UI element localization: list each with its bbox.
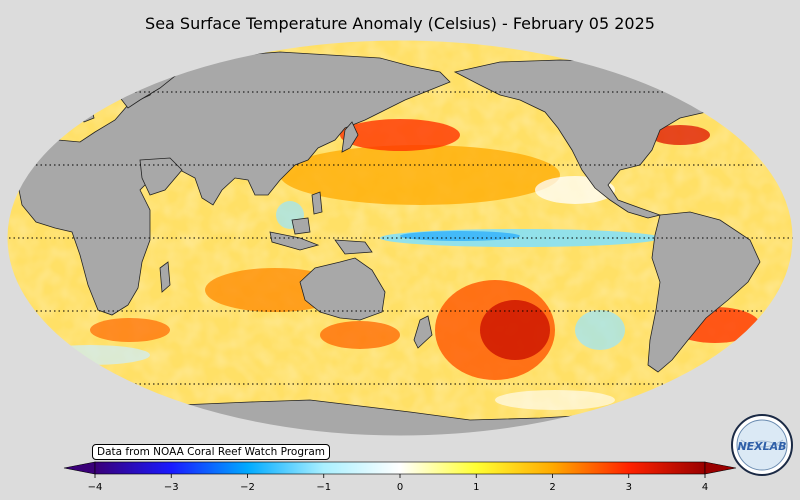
colorbar (63, 461, 737, 478)
colorbar-tick-label: 4 (701, 482, 709, 493)
colorbar-tick-label: −3 (163, 482, 179, 493)
colorbar-tick-label: −1 (316, 482, 332, 493)
globe-outline (6, 39, 794, 437)
land-japan (341, 121, 359, 153)
neutral-anomaly-southern-ocean (495, 390, 615, 410)
logo-text: NEXLAB (737, 440, 786, 453)
land-borneo (291, 217, 311, 235)
colorbar-tick-label: 2 (549, 482, 556, 493)
land-indonesia (269, 231, 320, 251)
hot-anomaly-south-pacific-core (480, 300, 550, 360)
land-british-isles (79, 101, 95, 123)
warm-anomaly-agulhas (90, 318, 170, 342)
land-south-america (647, 211, 761, 373)
cold-anomaly-equatorial-core (400, 231, 520, 241)
logo-globe-arc-2 (740, 439, 784, 448)
land-madagascar (159, 261, 171, 293)
hot-anomaly-kuroshio (340, 119, 460, 151)
colorbar-tick-label: 1 (473, 482, 480, 493)
colorbar-tick-label: 3 (625, 482, 632, 493)
cool-anomaly-southeast-pacific (575, 310, 625, 350)
logo-globe (736, 419, 788, 471)
data-source-credit: Data from NOAA Coral Reef Watch Program (92, 444, 330, 460)
ocean-layer (7, 40, 793, 436)
logo-globe-arc (740, 440, 784, 449)
colorbar-tick-label: −4 (87, 482, 103, 493)
warm-anomaly-north-pacific (280, 145, 560, 205)
land-new-zealand (413, 315, 433, 349)
land-australia (299, 257, 386, 321)
land-greenland (719, 41, 771, 79)
land-philippines (311, 191, 323, 215)
nexlab-globe-logo: NEXLAB (731, 414, 793, 476)
land-arabian-peninsula (139, 157, 183, 196)
sst-anomaly-map (6, 39, 794, 437)
colorbar-gradient (94, 461, 706, 475)
map-title: Sea Surface Temperature Anomaly (Celsius… (145, 14, 655, 33)
colorbar-min-arrow (63, 461, 96, 475)
colorbar-ticks (94, 474, 706, 478)
colorbar-tick-label: −2 (240, 482, 255, 493)
cool-anomaly-southern-ocean-west (30, 345, 150, 365)
warm-anomaly-tasman-sea (320, 321, 400, 349)
colorbar-tick-label: 0 (396, 482, 404, 493)
colorbar-max-arrow (704, 461, 737, 475)
land-new-guinea (334, 239, 373, 255)
warm-anomaly-gulf-stream (650, 125, 710, 145)
